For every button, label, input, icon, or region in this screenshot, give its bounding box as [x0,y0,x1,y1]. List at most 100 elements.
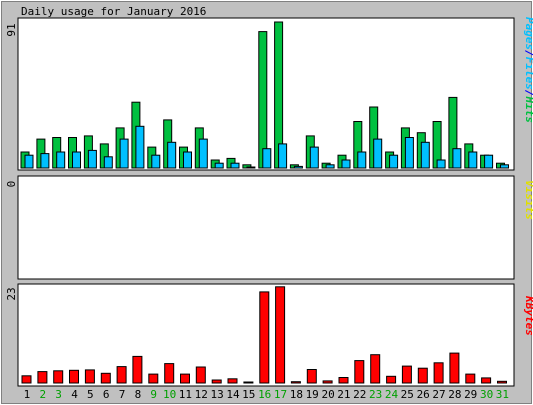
pages-bar-day-5 [87,149,97,169]
kbytes-bar-day-7 [116,366,127,384]
pages-bar-day-20 [325,164,335,169]
x-tick-label-25: 25 [401,388,414,401]
pages-bar-day-26 [420,141,430,169]
kbytes-bar-day-4 [69,369,79,384]
kbytes-bar-day-19 [306,369,317,384]
x-tick-label-15: 15 [242,388,255,401]
kbytes-bar-day-27 [433,362,444,384]
kbytes-bar-day-10 [164,363,175,384]
kbytes-bar-day-25 [401,365,412,384]
kbytes-bar-day-28 [449,352,460,384]
kbytes-bar-day-6 [100,372,111,384]
x-tick-label-29: 29 [464,388,477,401]
hits-side-label: Pages/Files/Hits [523,17,533,123]
kbytes-bar-day-21 [338,377,349,384]
pages-bar-day-22 [357,151,367,169]
pages-bar-day-28 [452,148,462,169]
x-tick-label-2: 2 [39,388,46,401]
pages-bar-day-13 [214,162,224,169]
kbytes-bar-day-1 [21,375,32,384]
pages-bar-day-14 [230,162,240,169]
kbytes-bar-day-12 [195,366,206,384]
pages-bar-day-16 [262,148,272,169]
x-tick-label-18: 18 [290,388,303,401]
x-tick-label-22: 22 [353,388,366,401]
side-label-hits: Hits [523,96,533,124]
x-tick-label-31: 31 [496,388,509,401]
pages-bar-day-10 [167,141,177,169]
kbytes-side-label: KBytes [523,295,533,336]
x-tick-label-13: 13 [210,388,223,401]
pages-bar-day-24 [389,154,399,169]
pages-bar-day-25 [404,137,414,169]
pages-bar-day-12 [198,138,208,169]
pages-bar-day-7 [119,138,129,169]
kbytes-bar-day-11 [180,373,190,384]
kbytes-bar-day-15 [243,381,254,384]
x-tick-label-11: 11 [179,388,192,401]
pages-bar-day-31 [500,164,509,169]
pages-bar-day-11 [183,151,192,169]
pages-bar-day-18 [293,165,303,169]
kbytes-bar-day-2 [37,371,48,384]
kbytes-bar-day-3 [53,370,64,384]
pages-bar-day-19 [309,146,319,169]
pages-bar-day-4 [72,151,81,169]
x-tick-label-12: 12 [195,388,208,401]
kbytes-bar-day-16 [259,291,270,384]
pages-bar-day-1 [24,154,34,169]
pages-bar-day-17 [278,143,288,169]
x-tick-label-1: 1 [24,388,31,401]
visits-ymax-label: 0 [5,181,18,188]
pages-bar-day-21 [341,159,351,169]
kbytes-bar-day-9 [148,373,159,384]
kbytes-bar-day-30 [481,377,492,384]
side-label-pages: Pages [523,17,533,50]
chart-marks: 1 2 3 4 5 6 7 8 9 10 11 12 13 14 15 16 17 18 19 20 21 22 23 24 2… [20,21,509,401]
kbytes-bar-day-14 [227,378,238,384]
hits-bar-day-16 [258,31,268,169]
kbytes-ymax-label: 23 [5,287,18,300]
x-tick-label-24: 24 [385,388,399,401]
visits-side-label: Visits [523,180,533,220]
pages-bar-day-6 [103,156,113,169]
pages-bar-day-15 [246,166,256,169]
pages-bar-day-9 [151,154,161,169]
x-tick-label-3: 3 [55,388,62,401]
kbytes-bar-day-22 [354,360,365,384]
x-tick-label-23: 23 [369,388,382,401]
pages-bar-day-23 [373,138,383,169]
kbytes-bar-day-24 [386,375,397,384]
pages-bar-day-29 [468,151,478,169]
pages-bar-day-2 [40,153,50,169]
x-tick-label-7: 7 [119,388,126,401]
kbytes-bar-day-18 [290,381,301,384]
visits-panel-background [17,175,515,280]
x-tick-label-6: 6 [103,388,110,401]
kbytes-bar-day-31 [497,380,507,384]
x-tick-label-16: 16 [258,388,271,401]
x-tick-label-26: 26 [417,388,430,401]
pages-bar-day-27 [436,159,446,169]
kbytes-bar-day-17 [275,286,286,384]
pages-bar-day-30 [484,154,494,169]
x-tick-label-21: 21 [337,388,350,401]
x-tick-label-28: 28 [448,388,461,401]
x-tick-label-14: 14 [226,388,240,401]
kbytes-bar-day-26 [417,367,428,384]
x-tick-label-8: 8 [135,388,142,401]
x-tick-label-17: 17 [274,388,287,401]
kbytes-bar-day-8 [132,355,143,384]
x-tick-label-27: 27 [432,388,445,401]
x-tick-label-20: 20 [321,388,334,401]
kbytes-bar-day-13 [211,379,222,384]
side-label-slash-1: / [523,50,533,57]
x-tick-label-19: 19 [306,388,319,401]
side-label-files: Files [523,57,533,90]
pages-bar-day-8 [135,125,145,169]
x-tick-label-4: 4 [71,388,78,401]
side-label-slash-2: / [523,90,533,97]
